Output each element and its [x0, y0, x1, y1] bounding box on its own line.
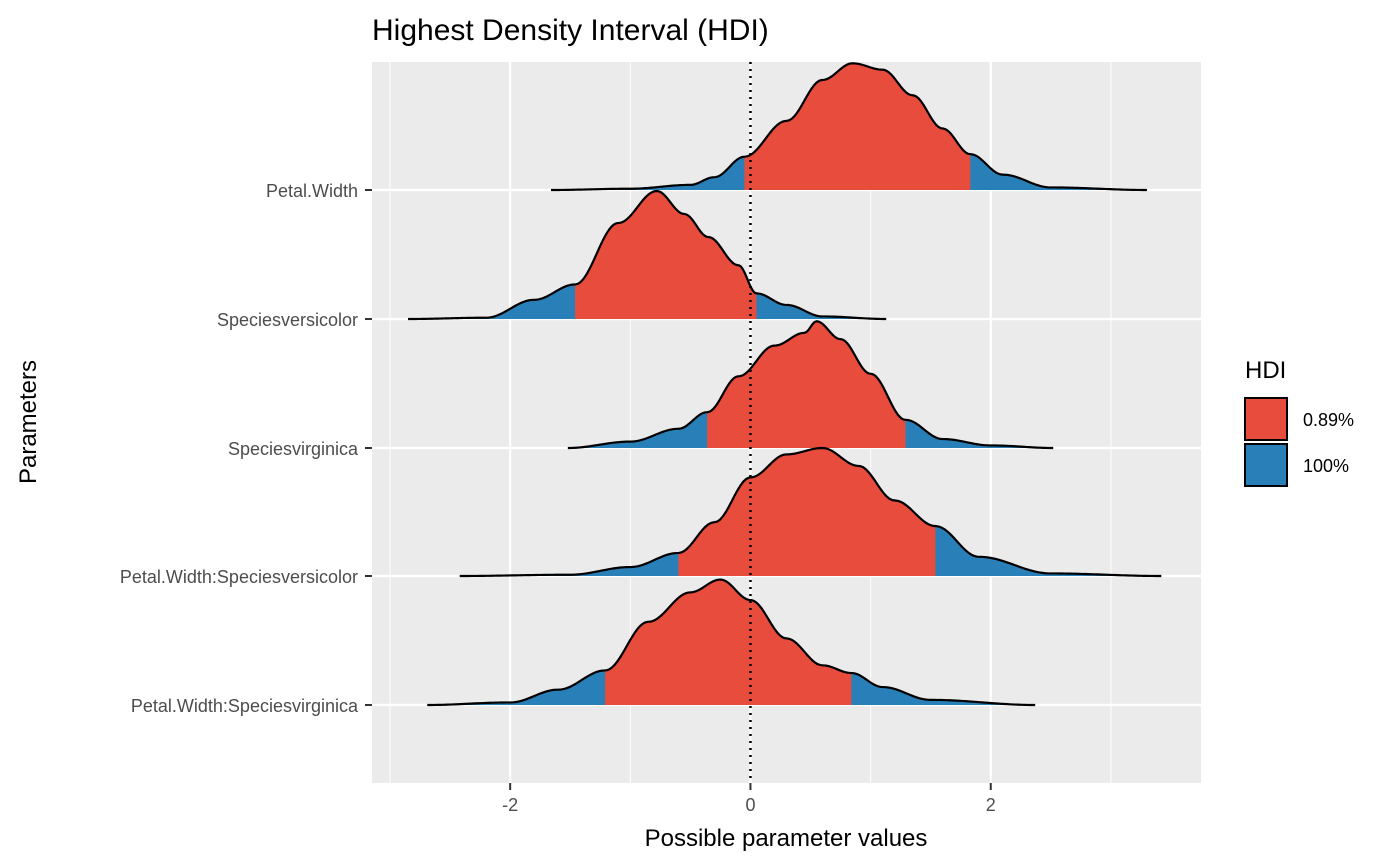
ridge-petal-width	[551, 62, 1147, 192]
density-ridges	[408, 62, 1162, 707]
legend-key-hdi-89	[1244, 397, 1288, 441]
legend-label-hdi-89: 0.89%	[1303, 410, 1354, 430]
ridge-speciesvirginica	[567, 320, 1054, 450]
x-axis: -2 0 2	[502, 783, 996, 815]
density-outline	[459, 446, 1162, 578]
ridge-petal-width-speciesversicolor	[459, 446, 1162, 578]
density-outline	[567, 320, 1054, 450]
ridge-speciesversicolor	[408, 189, 887, 321]
legend-label-hdi-100: 100%	[1303, 456, 1349, 476]
hdi-89-area	[744, 63, 971, 190]
y-tick-label: Petal.Width	[266, 181, 358, 201]
ridge-petal-width-speciesvirginica	[427, 578, 1036, 707]
legend-key-hdi-100	[1244, 443, 1288, 487]
legend-title: HDI	[1245, 357, 1286, 384]
x-tick-label: 0	[745, 795, 755, 815]
hdi-89-area	[707, 321, 906, 448]
y-tick-label: Speciesversicolor	[217, 310, 358, 330]
density-outline	[427, 578, 1036, 707]
y-axis: Petal.Width Speciesversicolor Speciesvirgi…	[120, 181, 372, 716]
x-tick-label: -2	[502, 795, 518, 815]
legend: HDI 0.89% 100%	[1244, 357, 1354, 487]
density-outline	[551, 62, 1147, 192]
density-outline	[408, 189, 887, 321]
y-tick-label: Petal.Width:Speciesversicolor	[120, 567, 358, 587]
x-tick-label: 2	[986, 795, 996, 815]
y-tick-label: Petal.Width:Speciesvirginica	[131, 696, 359, 716]
chart-title: Highest Density Interval (HDI)	[372, 14, 769, 47]
x-axis-title: Possible parameter values	[645, 825, 928, 852]
hdi-89-area	[678, 448, 936, 576]
y-tick-label: Speciesvirginica	[228, 439, 359, 459]
y-axis-title: Parameters	[15, 360, 42, 484]
